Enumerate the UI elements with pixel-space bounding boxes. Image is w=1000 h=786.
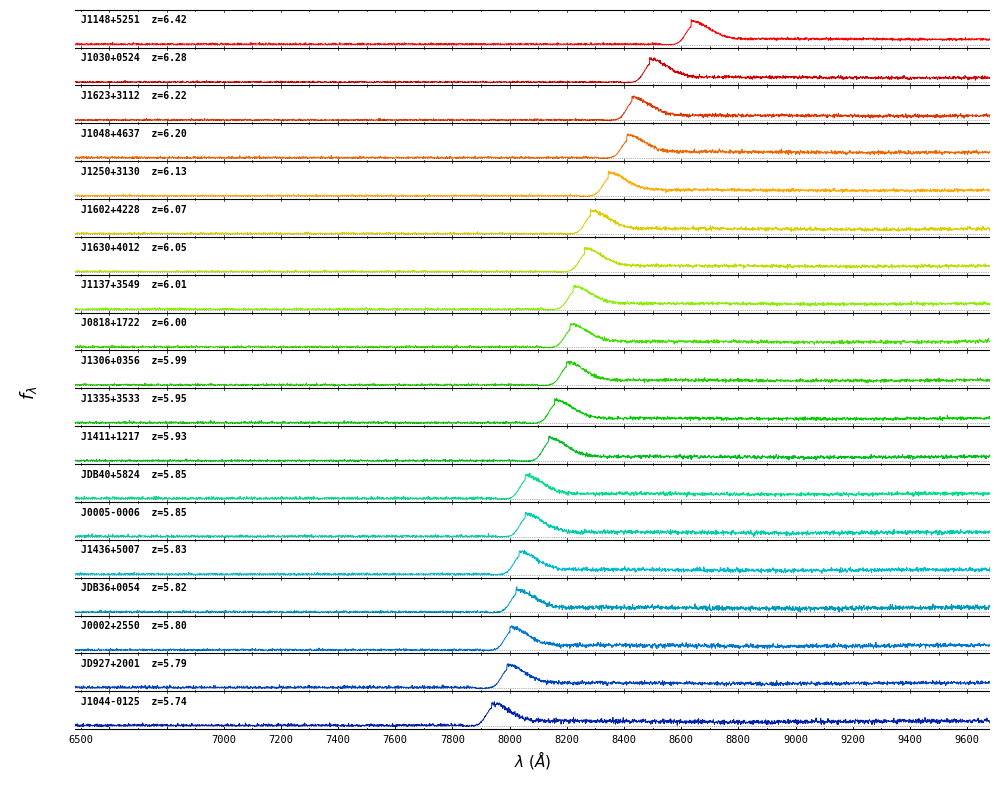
Text: J1044-0125  z=5.74: J1044-0125 z=5.74	[81, 697, 186, 707]
Text: J0002+2550  z=5.80: J0002+2550 z=5.80	[81, 621, 186, 631]
Text: J1137+3549  z=6.01: J1137+3549 z=6.01	[81, 281, 186, 290]
Text: J1250+3130  z=6.13: J1250+3130 z=6.13	[81, 167, 186, 177]
Text: J0005-0006  z=5.85: J0005-0006 z=5.85	[81, 508, 186, 517]
X-axis label: $\lambda$ ($\AA$): $\lambda$ ($\AA$)	[514, 749, 551, 771]
Text: J1030+0524  z=6.28: J1030+0524 z=6.28	[81, 53, 186, 63]
Text: $f_\lambda$: $f_\lambda$	[18, 386, 39, 400]
Text: J1411+1217  z=5.93: J1411+1217 z=5.93	[81, 432, 186, 442]
Text: J1630+4012  z=6.05: J1630+4012 z=6.05	[81, 243, 186, 252]
Text: JDB36+0054  z=5.82: JDB36+0054 z=5.82	[81, 583, 186, 593]
Text: J1306+0356  z=5.99: J1306+0356 z=5.99	[81, 356, 186, 366]
Text: J1436+5007  z=5.83: J1436+5007 z=5.83	[81, 545, 186, 556]
Text: JDB40+5824  z=5.85: JDB40+5824 z=5.85	[81, 470, 186, 479]
Text: J1335+3533  z=5.95: J1335+3533 z=5.95	[81, 394, 186, 404]
Text: JD927+2001  z=5.79: JD927+2001 z=5.79	[81, 659, 186, 669]
Text: J0818+1722  z=6.00: J0818+1722 z=6.00	[81, 318, 186, 329]
Text: J1623+3112  z=6.22: J1623+3112 z=6.22	[81, 91, 186, 101]
Text: J1048+4637  z=6.20: J1048+4637 z=6.20	[81, 129, 186, 139]
Text: J1148+5251  z=6.42: J1148+5251 z=6.42	[81, 16, 186, 25]
Text: J1602+4228  z=6.07: J1602+4228 z=6.07	[81, 204, 186, 215]
